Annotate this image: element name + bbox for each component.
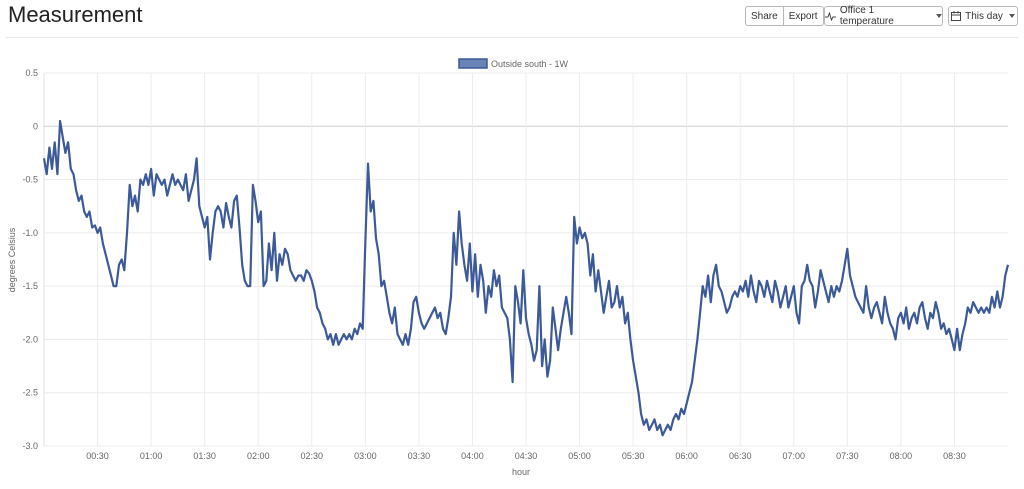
x-axis-label: hour	[512, 467, 530, 477]
x-tick-label: 04:30	[515, 451, 538, 461]
chart-grid	[43, 72, 1008, 447]
y-tick-label: 0	[33, 121, 38, 131]
x-tick-label: 02:30	[301, 451, 324, 461]
sensor-dropdown-label: Office 1 temperature	[839, 5, 894, 27]
x-tick-label: 03:30	[408, 451, 431, 461]
share-export-group: Share Export	[745, 6, 824, 26]
share-button[interactable]: Share	[745, 6, 784, 26]
y-tick-label: -1.0	[22, 228, 38, 238]
x-tick-label: 08:30	[943, 451, 966, 461]
chevron-down-icon	[936, 14, 942, 18]
y-tick-label: -1.5	[22, 281, 38, 291]
activity-icon	[825, 11, 836, 21]
legend-swatch	[458, 58, 488, 69]
y-tick-label: 0.5	[25, 68, 38, 78]
y-tick-label: -0.5	[22, 175, 38, 185]
x-tick-label: 07:30	[836, 451, 859, 461]
y-tick-label: -3.0	[22, 441, 38, 451]
y-axis-label: degrees Celsius	[7, 227, 17, 292]
x-tick-label: 03:00	[354, 451, 377, 461]
y-tick-label: -2.5	[22, 388, 38, 398]
calendar-icon	[951, 11, 962, 21]
x-tick-label: 07:00	[783, 451, 806, 461]
legend-label: Outside south - 1W	[491, 59, 569, 69]
x-tick-label: 04:00	[461, 451, 484, 461]
y-axis-ticks: 0.5 0 -0.5 -1.0 -1.5 -2.0 -2.5 -3.0	[22, 68, 38, 451]
x-tick-label: 00:30	[86, 451, 109, 461]
period-dropdown[interactable]: This day	[948, 6, 1018, 26]
header-divider	[6, 37, 1018, 38]
y-tick-label: -2.0	[22, 334, 38, 344]
period-dropdown-label: This day	[965, 10, 1003, 22]
x-tick-label: 01:30	[193, 451, 216, 461]
x-tick-label: 05:30	[622, 451, 645, 461]
x-tick-label: 01:00	[140, 451, 163, 461]
chevron-down-icon	[1008, 14, 1015, 18]
export-button[interactable]: Export	[783, 6, 824, 26]
page-title: Measurement	[8, 2, 143, 27]
chart-legend[interactable]: Outside south - 1W	[458, 58, 569, 69]
x-tick-label: 06:00	[675, 451, 698, 461]
x-axis-ticks: 00:30 01:00 01:30 02:00 02:30 03:00 03:30 04:00…	[86, 451, 965, 461]
x-tick-label: 06:30	[729, 451, 752, 461]
series-line-outside-south	[42, 119, 1010, 437]
x-tick-label: 08:00	[890, 451, 913, 461]
sensor-dropdown[interactable]: Office 1 temperature	[824, 5, 943, 27]
x-tick-label: 02:00	[247, 451, 270, 461]
page-header: Measurement Share Export Office 1 temper…	[0, 0, 1024, 38]
x-tick-label: 05:00	[568, 451, 591, 461]
